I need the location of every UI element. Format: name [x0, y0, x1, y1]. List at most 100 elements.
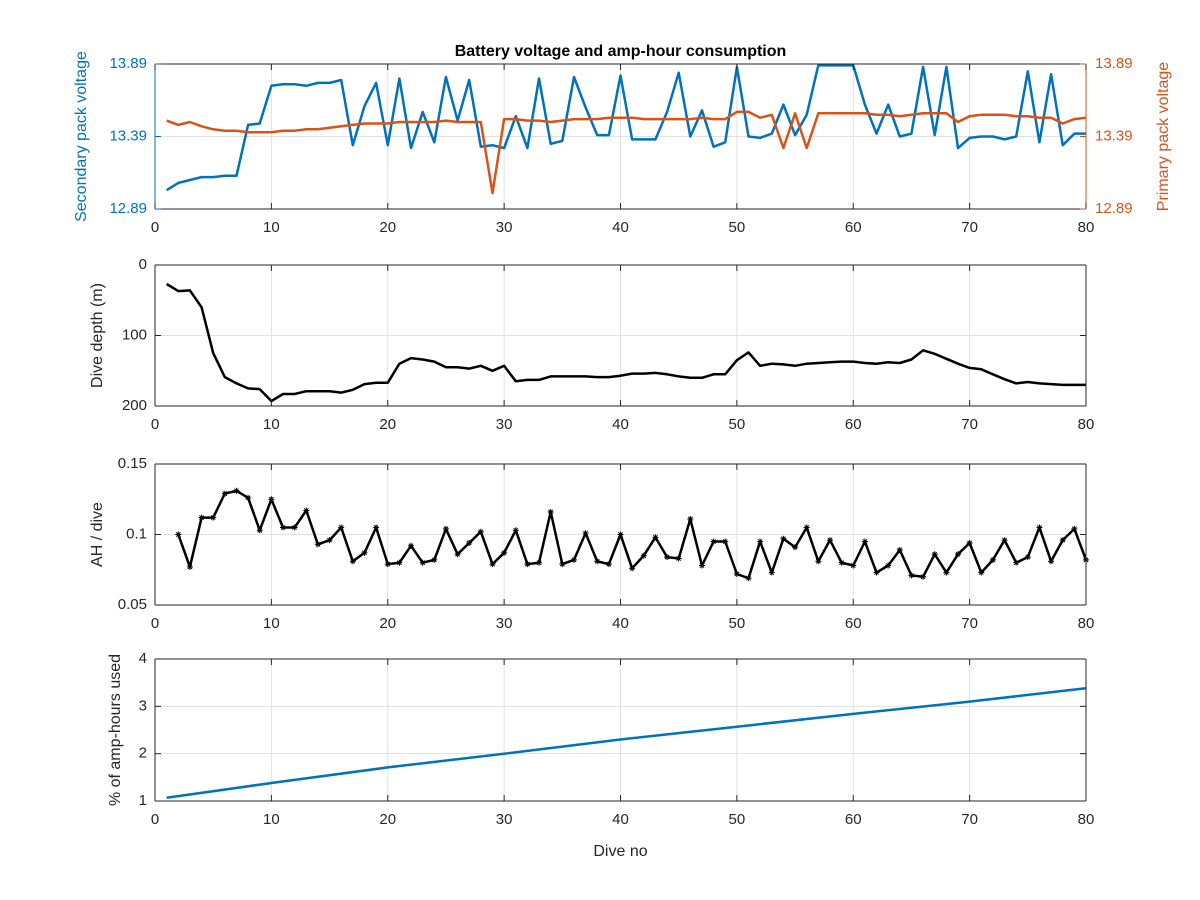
- x-tick-label: 80: [1078, 811, 1095, 828]
- marker-stroke: [245, 495, 251, 501]
- marker-stroke: [1013, 560, 1019, 566]
- x-tick-label: 20: [379, 219, 396, 236]
- marker-stroke: [338, 524, 344, 530]
- data-point-marker: [442, 525, 449, 532]
- x-tick-label: 70: [961, 615, 978, 632]
- marker-stroke: [490, 561, 495, 567]
- x-tick-label: 30: [496, 219, 513, 236]
- data-point-marker: [629, 565, 636, 572]
- marker-stroke: [676, 556, 682, 561]
- data-point-marker: [547, 508, 554, 515]
- x-tick-label: 60: [845, 811, 862, 828]
- data-point-marker: [1048, 558, 1055, 565]
- marker-stroke: [408, 543, 414, 549]
- y-tick-label: 2: [139, 745, 147, 762]
- data-point-marker: [361, 549, 368, 556]
- marker-stroke: [373, 524, 379, 530]
- marker-stroke: [804, 524, 810, 530]
- data-point-marker: [373, 524, 380, 531]
- marker-stroke: [629, 565, 635, 571]
- x-tick-label: 10: [263, 416, 280, 433]
- marker-stroke: [222, 491, 228, 497]
- data-point-marker: [1001, 537, 1008, 544]
- chart-title: Battery voltage and amp-hour consumption: [455, 43, 787, 60]
- data-point-marker: [1024, 554, 1031, 561]
- data-point-marker: [815, 558, 822, 565]
- x-tick-label: 60: [845, 416, 862, 433]
- data-point-marker: [524, 561, 531, 568]
- x-tick-label: 40: [612, 416, 629, 433]
- data-point-marker: [233, 487, 240, 494]
- marker-stroke: [420, 560, 426, 566]
- marker-stroke: [199, 515, 205, 521]
- x-tick-label: 80: [1078, 615, 1095, 632]
- marker-stroke: [652, 534, 658, 540]
- x-tick-label: 40: [612, 615, 629, 632]
- marker-stroke: [932, 551, 938, 557]
- x-tick-label: 80: [1078, 219, 1095, 236]
- marker-stroke: [362, 550, 367, 556]
- data-point-marker: [559, 561, 566, 568]
- y-axis-label: Secondary pack voltage: [73, 51, 90, 222]
- data-point-marker: [1013, 559, 1020, 566]
- marker-stroke: [641, 553, 647, 559]
- x-tick-label: 0: [151, 615, 159, 632]
- marker-stroke: [1025, 554, 1031, 560]
- x-tick-label: 50: [729, 615, 746, 632]
- marker-stroke: [967, 540, 973, 546]
- data-point-marker: [582, 530, 589, 537]
- data-point-marker: [198, 514, 205, 521]
- data-point-marker: [896, 547, 903, 554]
- marker-stroke: [978, 570, 984, 576]
- charts-layer: 0 10 20 30 40 50 60 70 8012.8913.3913.8912.8913.…: [73, 43, 1172, 860]
- x-tick-label: 70: [961, 416, 978, 433]
- x-tick-label: 10: [263, 811, 280, 828]
- x-tick-label: 50: [729, 811, 746, 828]
- data-point-marker: [384, 561, 391, 568]
- series-1-line: [166, 687, 1087, 799]
- marker-stroke: [1036, 524, 1042, 530]
- x-tick-label: 20: [379, 811, 396, 828]
- x-tick-label: 30: [496, 416, 513, 433]
- data-point-marker: [873, 569, 880, 576]
- data-point-marker: [943, 569, 950, 576]
- data-point-marker: [338, 524, 345, 531]
- data-point-marker: [1059, 537, 1066, 544]
- data-point-marker: [291, 524, 298, 531]
- data-point-marker: [687, 515, 694, 522]
- right-y-tick-label: 13.39: [1095, 127, 1133, 144]
- y-tick-label: 13.89: [109, 55, 147, 72]
- marker-stroke: [513, 527, 519, 533]
- data-point-marker: [954, 551, 961, 558]
- data-point-marker: [221, 490, 228, 497]
- data-point-marker: [501, 549, 508, 556]
- y-tick-label: 200: [122, 397, 147, 414]
- data-point-marker: [256, 527, 263, 534]
- data-point-marker: [826, 537, 833, 544]
- data-point-marker: [396, 559, 403, 566]
- data-point-marker: [570, 556, 577, 563]
- data-point-marker: [978, 569, 985, 576]
- marker-stroke: [571, 557, 577, 563]
- marker-stroke: [268, 496, 274, 502]
- data-point-marker: [466, 539, 473, 546]
- marker-stroke: [443, 526, 449, 532]
- marker-stroke: [1060, 537, 1066, 543]
- marker-stroke: [874, 570, 879, 576]
- data-point-marker: [326, 537, 333, 544]
- x-tick-label: 40: [612, 811, 629, 828]
- y-tick-label: 12.89: [109, 200, 147, 217]
- marker-stroke: [1071, 526, 1077, 532]
- marker-stroke: [292, 524, 298, 530]
- y-tick-label: 100: [122, 326, 147, 343]
- data-point-marker: [1036, 524, 1043, 531]
- marker-stroke: [908, 572, 914, 578]
- data-point-marker: [675, 555, 682, 562]
- marker-stroke: [303, 508, 309, 513]
- data-point-marker: [664, 554, 671, 561]
- data-point-marker: [838, 559, 845, 566]
- data-point-marker: [617, 531, 624, 538]
- marker-stroke: [431, 557, 437, 563]
- marker-stroke: [746, 575, 751, 581]
- data-point-marker: [757, 538, 764, 545]
